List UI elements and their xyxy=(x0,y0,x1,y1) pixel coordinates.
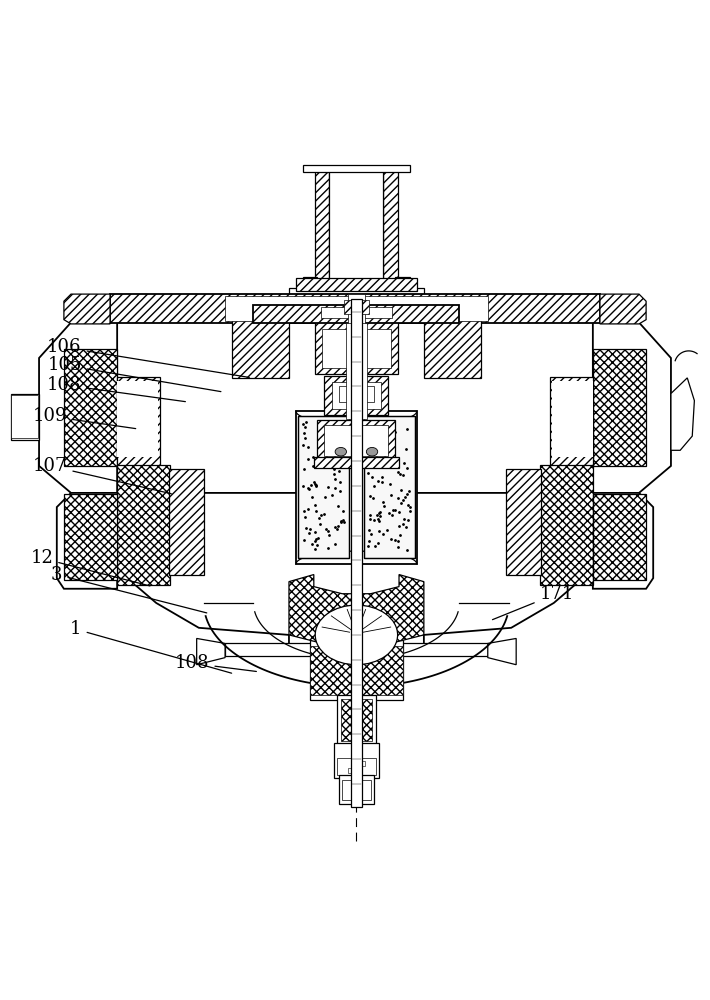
Bar xyxy=(310,646,403,695)
Bar xyxy=(332,382,381,409)
Bar xyxy=(334,743,379,778)
Bar xyxy=(117,464,170,585)
Polygon shape xyxy=(39,321,117,493)
Bar xyxy=(348,294,365,324)
Bar xyxy=(315,170,329,280)
Bar xyxy=(303,165,410,172)
Bar xyxy=(351,299,362,807)
Bar xyxy=(339,775,374,804)
Bar xyxy=(110,294,600,322)
Bar xyxy=(540,464,593,585)
Bar xyxy=(341,699,372,741)
Text: 3: 3 xyxy=(51,566,207,613)
Bar xyxy=(315,321,398,374)
Bar xyxy=(593,494,646,580)
Polygon shape xyxy=(197,638,225,665)
Bar xyxy=(117,377,160,466)
Bar xyxy=(225,296,488,321)
Bar xyxy=(329,170,383,287)
Bar xyxy=(506,469,541,575)
Bar xyxy=(364,416,415,558)
Ellipse shape xyxy=(315,605,398,665)
Bar xyxy=(310,640,403,700)
Bar xyxy=(337,695,376,745)
Text: 108: 108 xyxy=(175,654,256,672)
Text: 12: 12 xyxy=(31,549,150,586)
Bar xyxy=(321,307,392,318)
Polygon shape xyxy=(600,294,646,324)
Bar xyxy=(346,323,367,419)
Bar xyxy=(298,416,349,558)
Text: 108: 108 xyxy=(47,376,185,402)
Ellipse shape xyxy=(366,447,378,456)
Text: 105: 105 xyxy=(48,356,221,392)
Bar xyxy=(232,320,289,378)
Bar xyxy=(337,758,376,775)
Bar xyxy=(296,278,417,291)
Polygon shape xyxy=(671,378,694,450)
Bar xyxy=(593,349,646,466)
Polygon shape xyxy=(11,393,39,440)
Bar xyxy=(225,643,488,656)
Bar xyxy=(298,416,349,558)
Bar xyxy=(64,494,117,580)
Text: 1: 1 xyxy=(70,620,231,673)
Bar xyxy=(552,381,593,457)
Bar xyxy=(364,416,415,558)
Polygon shape xyxy=(593,321,671,493)
Bar xyxy=(344,300,369,314)
Bar xyxy=(317,420,395,461)
Bar xyxy=(324,425,388,456)
Bar xyxy=(303,277,317,287)
Text: 107: 107 xyxy=(33,457,171,494)
Bar xyxy=(424,320,481,378)
Bar xyxy=(339,386,374,402)
Bar xyxy=(550,377,593,466)
Bar xyxy=(117,381,158,457)
Bar xyxy=(322,329,391,368)
Bar xyxy=(342,780,371,800)
Bar xyxy=(324,376,388,415)
Polygon shape xyxy=(57,493,653,658)
Bar xyxy=(169,469,204,575)
Polygon shape xyxy=(289,575,424,643)
Text: 171: 171 xyxy=(493,585,574,620)
Bar xyxy=(395,277,410,287)
Ellipse shape xyxy=(335,447,346,456)
Text: 109: 109 xyxy=(33,407,136,429)
Polygon shape xyxy=(488,638,516,665)
Bar xyxy=(314,457,399,468)
Bar xyxy=(253,305,459,322)
Bar xyxy=(64,349,117,466)
Bar xyxy=(11,395,38,438)
Bar xyxy=(296,411,417,564)
Bar xyxy=(348,768,355,773)
Bar xyxy=(383,170,398,280)
Bar xyxy=(358,761,365,766)
Bar xyxy=(289,288,424,298)
Polygon shape xyxy=(64,294,110,324)
Text: 106: 106 xyxy=(47,338,249,377)
